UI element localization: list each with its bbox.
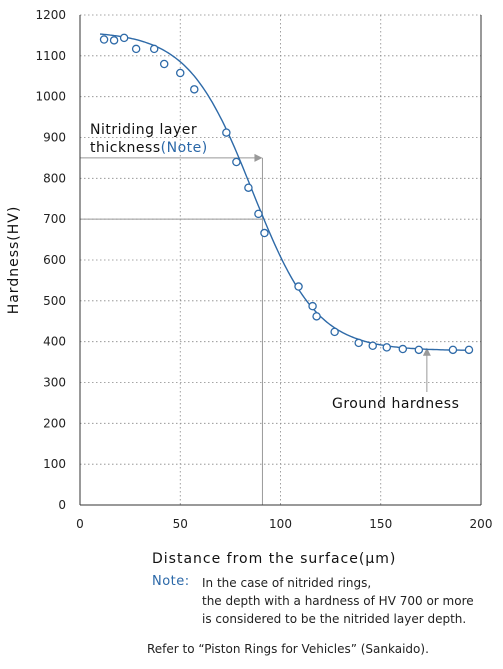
note-line-1: In the case of nitrided rings, bbox=[202, 576, 372, 590]
note-line-2: the depth with a hardness of HV 700 or m… bbox=[202, 594, 474, 608]
y-tick-label: 100 bbox=[43, 457, 66, 471]
y-tick-label: 500 bbox=[43, 294, 66, 308]
y-tick-label: 700 bbox=[43, 212, 66, 226]
data-point bbox=[354, 338, 363, 348]
source-citation: Refer to “Piston Rings for Vehicles” (Sa… bbox=[147, 642, 429, 656]
data-point bbox=[175, 68, 185, 78]
data-point bbox=[308, 301, 317, 311]
data-point bbox=[119, 33, 129, 43]
y-tick-label: 1100 bbox=[35, 49, 66, 63]
data-point bbox=[159, 59, 169, 69]
data-point bbox=[414, 345, 424, 355]
tick-labels: 0100200300400500600700800900100011001200… bbox=[35, 8, 492, 531]
y-tick-label: 400 bbox=[43, 335, 66, 349]
ground-arrow-head bbox=[422, 347, 431, 356]
note-label: Note: bbox=[152, 574, 190, 589]
x-axis-title: Distance from the surface(μm) bbox=[152, 551, 396, 567]
grid-lines bbox=[80, 14, 481, 505]
data-point bbox=[131, 44, 141, 54]
data-point bbox=[109, 36, 119, 45]
note-line-3: is considered to be the nitrided layer d… bbox=[202, 612, 467, 626]
data-point bbox=[232, 157, 241, 167]
y-tick-label: 0 bbox=[58, 498, 66, 512]
data-point bbox=[254, 209, 263, 219]
data-point bbox=[368, 341, 377, 350]
y-tick-label: 900 bbox=[43, 131, 66, 145]
nitriding-thickness-text: thickness bbox=[90, 140, 161, 156]
data-point bbox=[244, 183, 253, 192]
x-tick-label: 200 bbox=[470, 517, 493, 531]
x-tick-label: 150 bbox=[369, 517, 392, 531]
x-tick-label: 100 bbox=[269, 517, 292, 531]
reference-lines bbox=[80, 153, 431, 505]
y-tick-label: 200 bbox=[43, 416, 66, 430]
nitriding-label-line2: thickness(Note) bbox=[90, 140, 208, 156]
ground-hardness-label: Ground hardness bbox=[332, 396, 459, 412]
data-point bbox=[464, 345, 474, 355]
x-tick-label: 0 bbox=[76, 517, 84, 531]
axes bbox=[79, 15, 482, 506]
y-axis-title: Hardness(HV) bbox=[6, 206, 22, 315]
nitriding-label-line1: Nitriding layer bbox=[90, 122, 197, 138]
y-tick-label: 800 bbox=[43, 171, 66, 185]
hardness-chart: 0100200300400500600700800900100011001200… bbox=[6, 8, 492, 567]
fit-curve bbox=[99, 33, 471, 351]
data-point bbox=[190, 85, 199, 94]
nitriding-arrow-head bbox=[254, 153, 263, 162]
data-point bbox=[330, 327, 339, 337]
data-point bbox=[398, 344, 408, 354]
y-tick-label: 600 bbox=[43, 253, 66, 267]
data-point bbox=[222, 128, 231, 137]
data-point bbox=[294, 282, 303, 291]
data-point bbox=[260, 228, 269, 238]
data-point bbox=[99, 35, 109, 44]
x-tick-label: 50 bbox=[173, 517, 188, 531]
data-point bbox=[448, 345, 458, 355]
data-point bbox=[149, 44, 159, 54]
data-point bbox=[382, 343, 392, 352]
annotations: Nitriding layer thickness(Note) Ground h… bbox=[90, 122, 459, 412]
nitriding-note-ref: (Note) bbox=[161, 140, 208, 156]
data-point bbox=[312, 312, 321, 321]
data-points bbox=[99, 33, 474, 355]
y-tick-label: 300 bbox=[43, 376, 66, 390]
y-tick-label: 1200 bbox=[35, 8, 66, 22]
y-tick-label: 1000 bbox=[35, 90, 66, 104]
